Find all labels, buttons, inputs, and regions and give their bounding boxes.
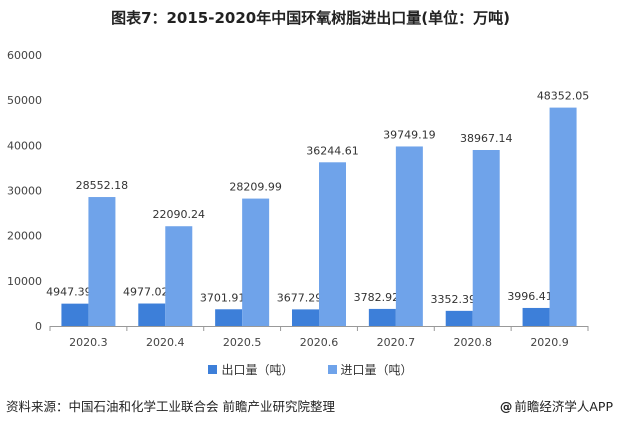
- x-tick-label: 2020.4: [146, 336, 185, 349]
- data-label-import: 36244.61: [306, 144, 359, 157]
- x-tick-label: 2020.8: [453, 336, 492, 349]
- brand-label: @ 前瞻经济学人APP: [500, 396, 613, 415]
- bar-import: [319, 162, 346, 326]
- chart-legend: 出口量（吨） 进口量（吨）: [0, 361, 621, 378]
- bar-export: [61, 303, 89, 326]
- chart-title: 图表7：2015-2020年中国环氧树脂进出口量(单位：万吨): [111, 9, 510, 27]
- bar-export: [522, 307, 550, 326]
- bar-import: [165, 226, 193, 326]
- data-label-import: 28209.99: [229, 181, 282, 194]
- y-tick-label: 30000: [7, 185, 42, 198]
- bar-export: [215, 309, 243, 326]
- legend-item-import: 进口量（吨）: [327, 361, 413, 378]
- bar-chart: 0 10000 20000 30000 40000 50000 60000 2020.3 494…: [7, 49, 590, 349]
- bar-export: [368, 308, 396, 326]
- data-label-import: 28552.18: [76, 179, 129, 192]
- y-tick-label: 0: [35, 320, 42, 333]
- x-tick-label: 2020.9: [530, 336, 569, 349]
- x-tick-label: 2020.7: [377, 336, 416, 349]
- data-label-import: 38967.14: [460, 132, 513, 145]
- y-tick-label: 10000: [7, 275, 42, 288]
- data-label-export: 3352.39: [430, 293, 476, 306]
- x-tick-label: 2020.5: [223, 336, 262, 349]
- data-label-export: 3782.92: [354, 291, 400, 304]
- bar-export: [292, 309, 319, 326]
- brand-mark: @: [499, 399, 513, 414]
- data-label-export: 4977.02: [123, 286, 169, 299]
- bar-import: [242, 198, 270, 326]
- x-tick-label: 2020.3: [69, 336, 108, 349]
- legend-label-import: 进口量（吨）: [340, 363, 413, 377]
- y-tick-label: 50000: [7, 94, 42, 107]
- bar-import: [395, 146, 423, 326]
- data-label-export: 3677.29: [277, 291, 323, 304]
- legend-item-export: 出口量（吨）: [208, 361, 294, 378]
- brand-text: 前瞻经济学人APP: [514, 399, 613, 414]
- data-label-export: 4947.39: [46, 286, 92, 299]
- data-label-import: 39749.19: [383, 128, 436, 141]
- source-note: 资料来源：中国石油和化学工业联合会 前瞻产业研究院整理: [6, 399, 335, 414]
- data-label-import: 48352.05: [537, 90, 590, 103]
- data-label-import: 22090.24: [153, 208, 206, 221]
- y-tick-label: 20000: [7, 230, 42, 243]
- legend-swatch-export: [208, 365, 218, 374]
- bar-export: [138, 303, 166, 326]
- x-tick-label: 2020.6: [300, 336, 339, 349]
- y-tick-label: 60000: [7, 49, 42, 62]
- bar-export: [445, 310, 473, 326]
- bar-import: [472, 149, 500, 326]
- legend-swatch-import: [327, 365, 337, 374]
- legend-label-export: 出口量（吨）: [221, 363, 294, 377]
- data-label-export: 3701.91: [200, 291, 246, 304]
- data-label-export: 3996.41: [507, 290, 553, 303]
- bar-import: [549, 107, 577, 326]
- bar-import: [88, 197, 116, 326]
- y-tick-label: 40000: [7, 139, 42, 152]
